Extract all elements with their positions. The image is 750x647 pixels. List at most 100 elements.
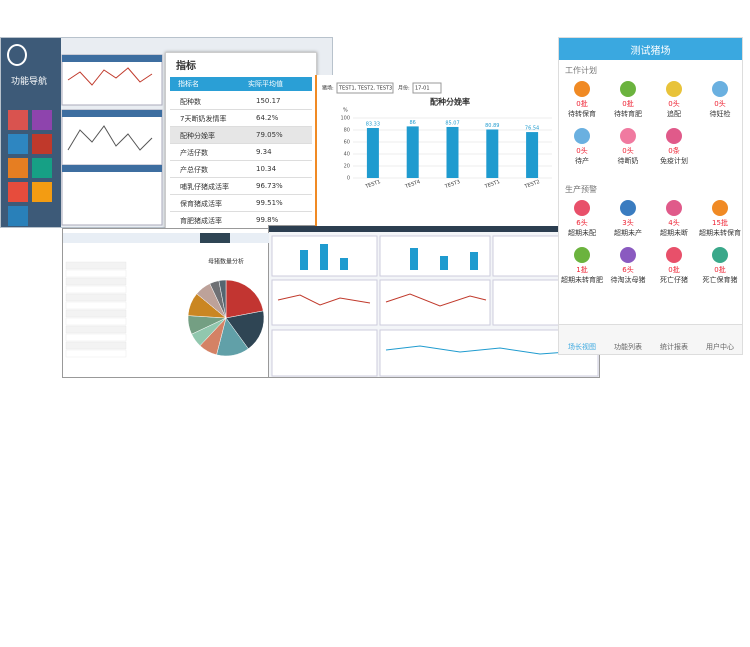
- table-row: 配种分娩率 79.05%: [170, 127, 312, 144]
- table-line: [65, 261, 127, 270]
- item-count: 0批: [576, 100, 588, 108]
- sidebar-title: 功能导航: [11, 77, 48, 87]
- mini-panel: [61, 54, 163, 106]
- pie-slice: [225, 310, 265, 350]
- item-icon: [574, 247, 590, 263]
- item-label: 超期未断: [660, 229, 688, 237]
- item-label: 超期未产: [614, 229, 642, 237]
- table-cell: 150.17: [256, 97, 281, 105]
- item-label: 待转育肥: [614, 110, 642, 118]
- table-cell: 配种数: [180, 98, 201, 106]
- bar: [366, 128, 379, 178]
- item-label: 待妊检: [709, 110, 731, 118]
- table-cell: 产活仔数: [180, 149, 208, 157]
- item-icon: [574, 128, 590, 144]
- item-icon: [574, 200, 590, 216]
- item-icon: [666, 128, 682, 144]
- mini-line: [277, 294, 371, 306]
- table-line: [65, 277, 127, 286]
- y-tick-label: 60: [344, 140, 350, 146]
- section-title: 工作计划: [565, 66, 597, 75]
- mini-bar: [300, 250, 308, 270]
- bar-value-label: 86: [410, 120, 416, 126]
- mini-panel: [61, 164, 163, 226]
- mini-line: [67, 125, 153, 151]
- bar-value-label: 83.33: [366, 122, 380, 128]
- chart-title: 配种分娩率: [430, 97, 470, 107]
- filter-box: [412, 82, 442, 94]
- table-line: [65, 333, 127, 342]
- avatar: [7, 44, 27, 66]
- nav-item: 用户中心: [706, 343, 734, 351]
- filter-label: 猪场:: [322, 85, 334, 92]
- x-tick-label: TEST1: [364, 179, 382, 190]
- header-cell: 指标名: [178, 80, 199, 88]
- table-line: [65, 341, 127, 350]
- table-cell: 配种分娩率: [180, 132, 215, 140]
- mini-header: [62, 55, 162, 62]
- table-line: [65, 317, 127, 326]
- bottom-nav: 场长视图 功能列表 统计报表 用户中心: [559, 324, 742, 354]
- table-cell: 育肥猪成活率: [180, 217, 222, 225]
- table-row: 7天断奶发情率 64.2%: [170, 110, 312, 127]
- pie-slice: [218, 279, 227, 319]
- table-cell: 7天断奶发情率: [180, 115, 227, 123]
- mobile-app: 测试猪场 工作计划 0批 待转保育 0批 待转育肥 0头 追配 0头 待妊检 0头 待产 0头 待断奶 0条…: [558, 37, 743, 355]
- table-line: [65, 309, 127, 318]
- table-row: 配种数 150.17: [170, 93, 312, 110]
- item-label: 超期未转保育: [699, 229, 741, 237]
- mini-bar: [440, 256, 448, 270]
- mini-bar: [410, 248, 418, 270]
- bar-value-label: 85.07: [445, 120, 459, 126]
- table-line: [65, 285, 127, 294]
- filter-label: 月份:: [398, 85, 410, 92]
- pie-title: 母猪数量分析: [208, 258, 244, 266]
- y-tick-label: 40: [344, 152, 350, 158]
- item-count: 6头: [622, 266, 634, 274]
- mini-bar: [470, 252, 478, 270]
- x-tick-label: TEST3: [443, 179, 461, 190]
- item-icon: [666, 81, 682, 97]
- table-cell: 99.8%: [256, 216, 279, 224]
- item-icon: [574, 81, 590, 97]
- table-line: [65, 301, 127, 310]
- mini-line: [385, 345, 596, 355]
- nav-tile: [32, 158, 52, 178]
- item-label: 待淘汰母猪: [610, 276, 646, 284]
- bar: [486, 129, 499, 178]
- table-cell: 哺乳仔猪成活率: [180, 183, 229, 191]
- item-label: 待产: [575, 157, 589, 165]
- table-row: 保育猪成活率 99.51%: [170, 195, 312, 212]
- mini-card: [271, 329, 378, 377]
- tab-active: [200, 233, 230, 243]
- table-cell: 99.51%: [256, 199, 283, 207]
- nav-tile: [32, 182, 52, 202]
- nav-item: 统计报表: [660, 343, 688, 351]
- item-label: 超期未配: [568, 229, 596, 237]
- header-cell: 实际平均值: [248, 80, 283, 88]
- item-icon: [620, 81, 636, 97]
- nav-tile: [8, 206, 28, 226]
- item-label: 超期未转育肥: [561, 276, 603, 284]
- table-cell: 9.34: [256, 148, 272, 156]
- table-cell: 64.2%: [256, 114, 279, 122]
- mini-card: [271, 279, 378, 326]
- bar-value-label: 76.54: [525, 126, 539, 132]
- mini-line: [67, 67, 153, 86]
- item-icon: [712, 247, 728, 263]
- table-header: 指标名 实际平均值: [170, 77, 312, 91]
- item-icon: [666, 247, 682, 263]
- filter-box: [336, 82, 394, 94]
- bar: [526, 132, 539, 178]
- y-tick-label: 80: [344, 128, 350, 134]
- item-icon: [620, 200, 636, 216]
- app-title: 测试猪场: [630, 46, 671, 57]
- mini-bar: [340, 258, 348, 270]
- item-label: 待转保育: [568, 110, 596, 118]
- x-tick-label: TEST2: [523, 179, 541, 190]
- item-count: 0头: [668, 100, 680, 108]
- mini-header: [62, 165, 162, 172]
- nav-tile: [8, 158, 28, 178]
- filter-value: TEST1, TEST2, TEST3: [338, 86, 392, 92]
